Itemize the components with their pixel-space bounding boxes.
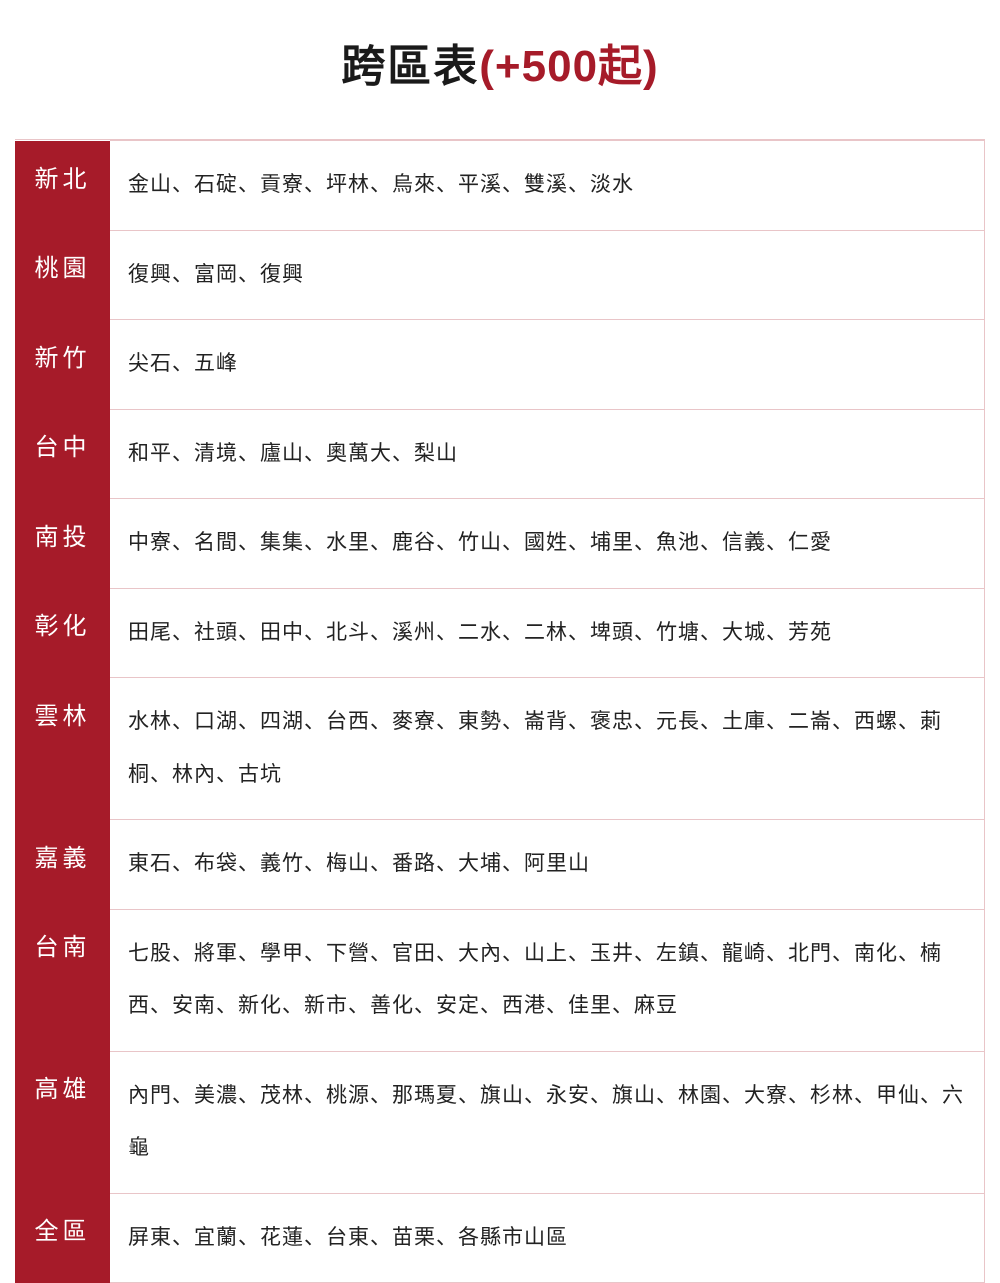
- region-content: 中寮、名間、集集、水里、鹿谷、竹山、國姓、埔里、魚池、信義、仁愛: [110, 499, 985, 589]
- table-row: 雲林水林、口湖、四湖、台西、麥寮、東勢、崙背、褒忠、元長、土庫、二崙、西螺、莿桐…: [15, 678, 985, 820]
- table-row: 台南七股、將軍、學甲、下營、官田、大內、山上、玉井、左鎮、龍崎、北門、南化、楠西…: [15, 909, 985, 1051]
- region-label: 桃園: [15, 230, 110, 320]
- region-label: 嘉義: [15, 820, 110, 910]
- table-row: 新竹尖石、五峰: [15, 320, 985, 410]
- region-content: 田尾、社頭、田中、北斗、溪州、二水、二林、埤頭、竹塘、大城、芳苑: [110, 588, 985, 678]
- region-label: 南投: [15, 499, 110, 589]
- table-row: 新北金山、石碇、貢寮、坪林、烏來、平溪、雙溪、淡水: [15, 141, 985, 231]
- region-content: 水林、口湖、四湖、台西、麥寮、東勢、崙背、褒忠、元長、土庫、二崙、西螺、莿桐、林…: [110, 678, 985, 820]
- table-row: 高雄內門、美濃、茂林、桃源、那瑪夏、旗山、永安、旗山、林園、大寮、杉林、甲仙、六…: [15, 1051, 985, 1193]
- region-label: 彰化: [15, 588, 110, 678]
- region-content: 復興、富岡、復興: [110, 230, 985, 320]
- table-row: 桃園復興、富岡、復興: [15, 230, 985, 320]
- region-label: 新北: [15, 141, 110, 231]
- region-label: 新竹: [15, 320, 110, 410]
- table-row: 彰化田尾、社頭、田中、北斗、溪州、二水、二林、埤頭、竹塘、大城、芳苑: [15, 588, 985, 678]
- region-label: 雲林: [15, 678, 110, 820]
- region-content: 尖石、五峰: [110, 320, 985, 410]
- region-content: 金山、石碇、貢寮、坪林、烏來、平溪、雙溪、淡水: [110, 141, 985, 231]
- region-content: 內門、美濃、茂林、桃源、那瑪夏、旗山、永安、旗山、林園、大寮、杉林、甲仙、六龜: [110, 1051, 985, 1193]
- page-title: 跨區表(+500起): [15, 30, 985, 94]
- title-main: 跨區表: [341, 42, 479, 91]
- region-content: 七股、將軍、學甲、下營、官田、大內、山上、玉井、左鎮、龍崎、北門、南化、楠西、安…: [110, 909, 985, 1051]
- table-row: 全區屏東、宜蘭、花蓮、台東、苗栗、各縣市山區: [15, 1193, 985, 1283]
- region-label: 全區: [15, 1193, 110, 1283]
- region-table: 新北金山、石碇、貢寮、坪林、烏來、平溪、雙溪、淡水桃園復興、富岡、復興新竹尖石、…: [15, 140, 985, 1283]
- region-label: 高雄: [15, 1051, 110, 1193]
- table-row: 南投中寮、名間、集集、水里、鹿谷、竹山、國姓、埔里、魚池、信義、仁愛: [15, 499, 985, 589]
- title-suffix: (+500起): [479, 42, 658, 91]
- region-label: 台南: [15, 909, 110, 1051]
- table-row: 嘉義東石、布袋、義竹、梅山、番路、大埔、阿里山: [15, 820, 985, 910]
- region-label: 台中: [15, 409, 110, 499]
- table-row: 台中和平、清境、廬山、奧萬大、梨山: [15, 409, 985, 499]
- region-content: 東石、布袋、義竹、梅山、番路、大埔、阿里山: [110, 820, 985, 910]
- region-content: 和平、清境、廬山、奧萬大、梨山: [110, 409, 985, 499]
- region-content: 屏東、宜蘭、花蓮、台東、苗栗、各縣市山區: [110, 1193, 985, 1283]
